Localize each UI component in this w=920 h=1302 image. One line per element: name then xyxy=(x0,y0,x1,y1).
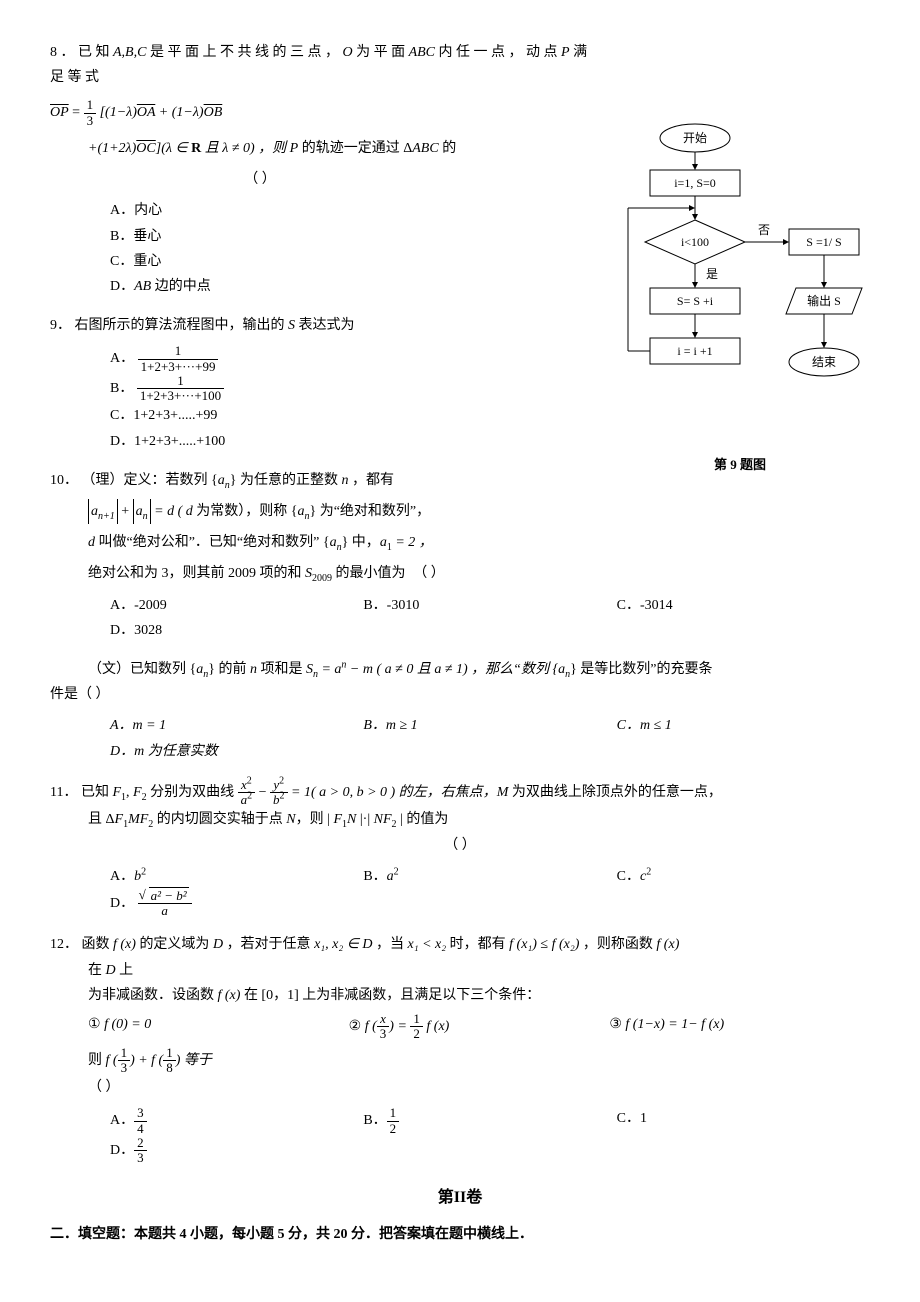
q12-cond1: ① f (0) = 0 xyxy=(88,1012,349,1042)
question-11: 11． 已知 F1, F2 分别为双曲线 x2a2 − y2b2 = 1( a … xyxy=(50,778,870,919)
q10w-opt-d: D．m 为任意实数 xyxy=(110,739,870,764)
svg-text:结束: 结束 xyxy=(812,355,836,369)
q9-num: 9． xyxy=(50,318,71,333)
question-12: 12． 函数 f (x) 的定义域为 D ，若对于任意 x₁, x₂ ∈ D ，… xyxy=(50,932,870,1165)
svg-text:开始: 开始 xyxy=(683,131,707,145)
svg-text:S= S +i: S= S +i xyxy=(677,294,714,308)
q8-opt-b: B．垂心 xyxy=(110,224,530,249)
q11-opt-a: A．b2 xyxy=(110,864,363,889)
q12-num: 12． xyxy=(50,937,78,952)
svg-text:是: 是 xyxy=(706,267,718,281)
svg-text:i = i +1: i = i +1 xyxy=(677,344,712,358)
q10-opt-c: C．-3014 xyxy=(617,593,870,618)
q9-opt-c: C．1+2+3+.....+99 xyxy=(110,403,570,428)
q10w-opt-a: A．m = 1 xyxy=(110,713,363,738)
q12-opt-a: A．34 xyxy=(110,1106,363,1136)
q10-opt-b: B．-3010 xyxy=(363,593,616,618)
flowchart-caption: 第 9 题图 xyxy=(610,453,870,476)
q12-cond2: ② f (x3) = 12 f (x) xyxy=(349,1012,610,1042)
svg-text:S =1/ S: S =1/ S xyxy=(806,235,841,249)
q8-num: 8 ． xyxy=(50,45,75,60)
q10w-opt-b: B．m ≥ 1 xyxy=(363,713,616,738)
q11-opt-d: D． a² − b²a xyxy=(110,889,870,919)
question-10: 10． （理）定义：若数列 {an} 为任意的正整数 n ，都有 an+1 + … xyxy=(50,468,870,764)
q10-num: 10． xyxy=(50,473,78,488)
q11-opt-b: B．a2 xyxy=(363,864,616,889)
q9-opt-b: B． 11+2+3+···+100 xyxy=(110,374,570,404)
q12-opt-d: D．23 xyxy=(110,1136,870,1166)
q8-text: 已 知 A,B,C 是 平 面 上 不 共 线 的 三 点 ， O 为 平 面 … xyxy=(50,45,587,85)
q8-opt-d: D．AB 边的中点 xyxy=(110,274,530,299)
flowchart-figure: 开始 i=1, S=0 i<100 是 否 S =1/ S 输出 S 结束 S=… xyxy=(610,120,870,477)
q10w-opt-c: C．m ≤ 1 xyxy=(617,713,870,738)
q12-opt-c: C．1 xyxy=(617,1106,870,1136)
q12-opt-b: B．12 xyxy=(363,1106,616,1136)
section-2-title: 第II卷 xyxy=(50,1184,870,1213)
svg-text:i<100: i<100 xyxy=(681,235,709,249)
q8-opt-a: A．内心 xyxy=(110,198,530,223)
flowchart-svg: 开始 i=1, S=0 i<100 是 否 S =1/ S 输出 S 结束 S=… xyxy=(610,120,870,440)
section-2-sub: 二．填空题：本题共 4 小题，每小题 5 分，共 20 分．把答案填在题中横线上… xyxy=(50,1222,870,1247)
q8-opt-c: C．重心 xyxy=(110,249,530,274)
q12-cond3: ③ f (1−x) = 1− f (x) xyxy=(609,1012,870,1042)
svg-text:否: 否 xyxy=(758,223,770,237)
q9-opt-d: D．1+2+3+.....+100 xyxy=(110,429,570,454)
q8-paren: （ ） xyxy=(50,167,470,192)
q10-opt-a: A．-2009 xyxy=(110,593,363,618)
svg-text:i=1, S=0: i=1, S=0 xyxy=(674,176,716,190)
q11-opt-c: C．c2 xyxy=(617,864,870,889)
q9-opt-a: A． 11+2+3+···+99 xyxy=(110,344,570,374)
q11-num: 11． xyxy=(50,785,77,800)
svg-text:输出 S: 输出 S xyxy=(807,293,841,308)
q10-opt-d: D．3028 xyxy=(110,618,870,643)
